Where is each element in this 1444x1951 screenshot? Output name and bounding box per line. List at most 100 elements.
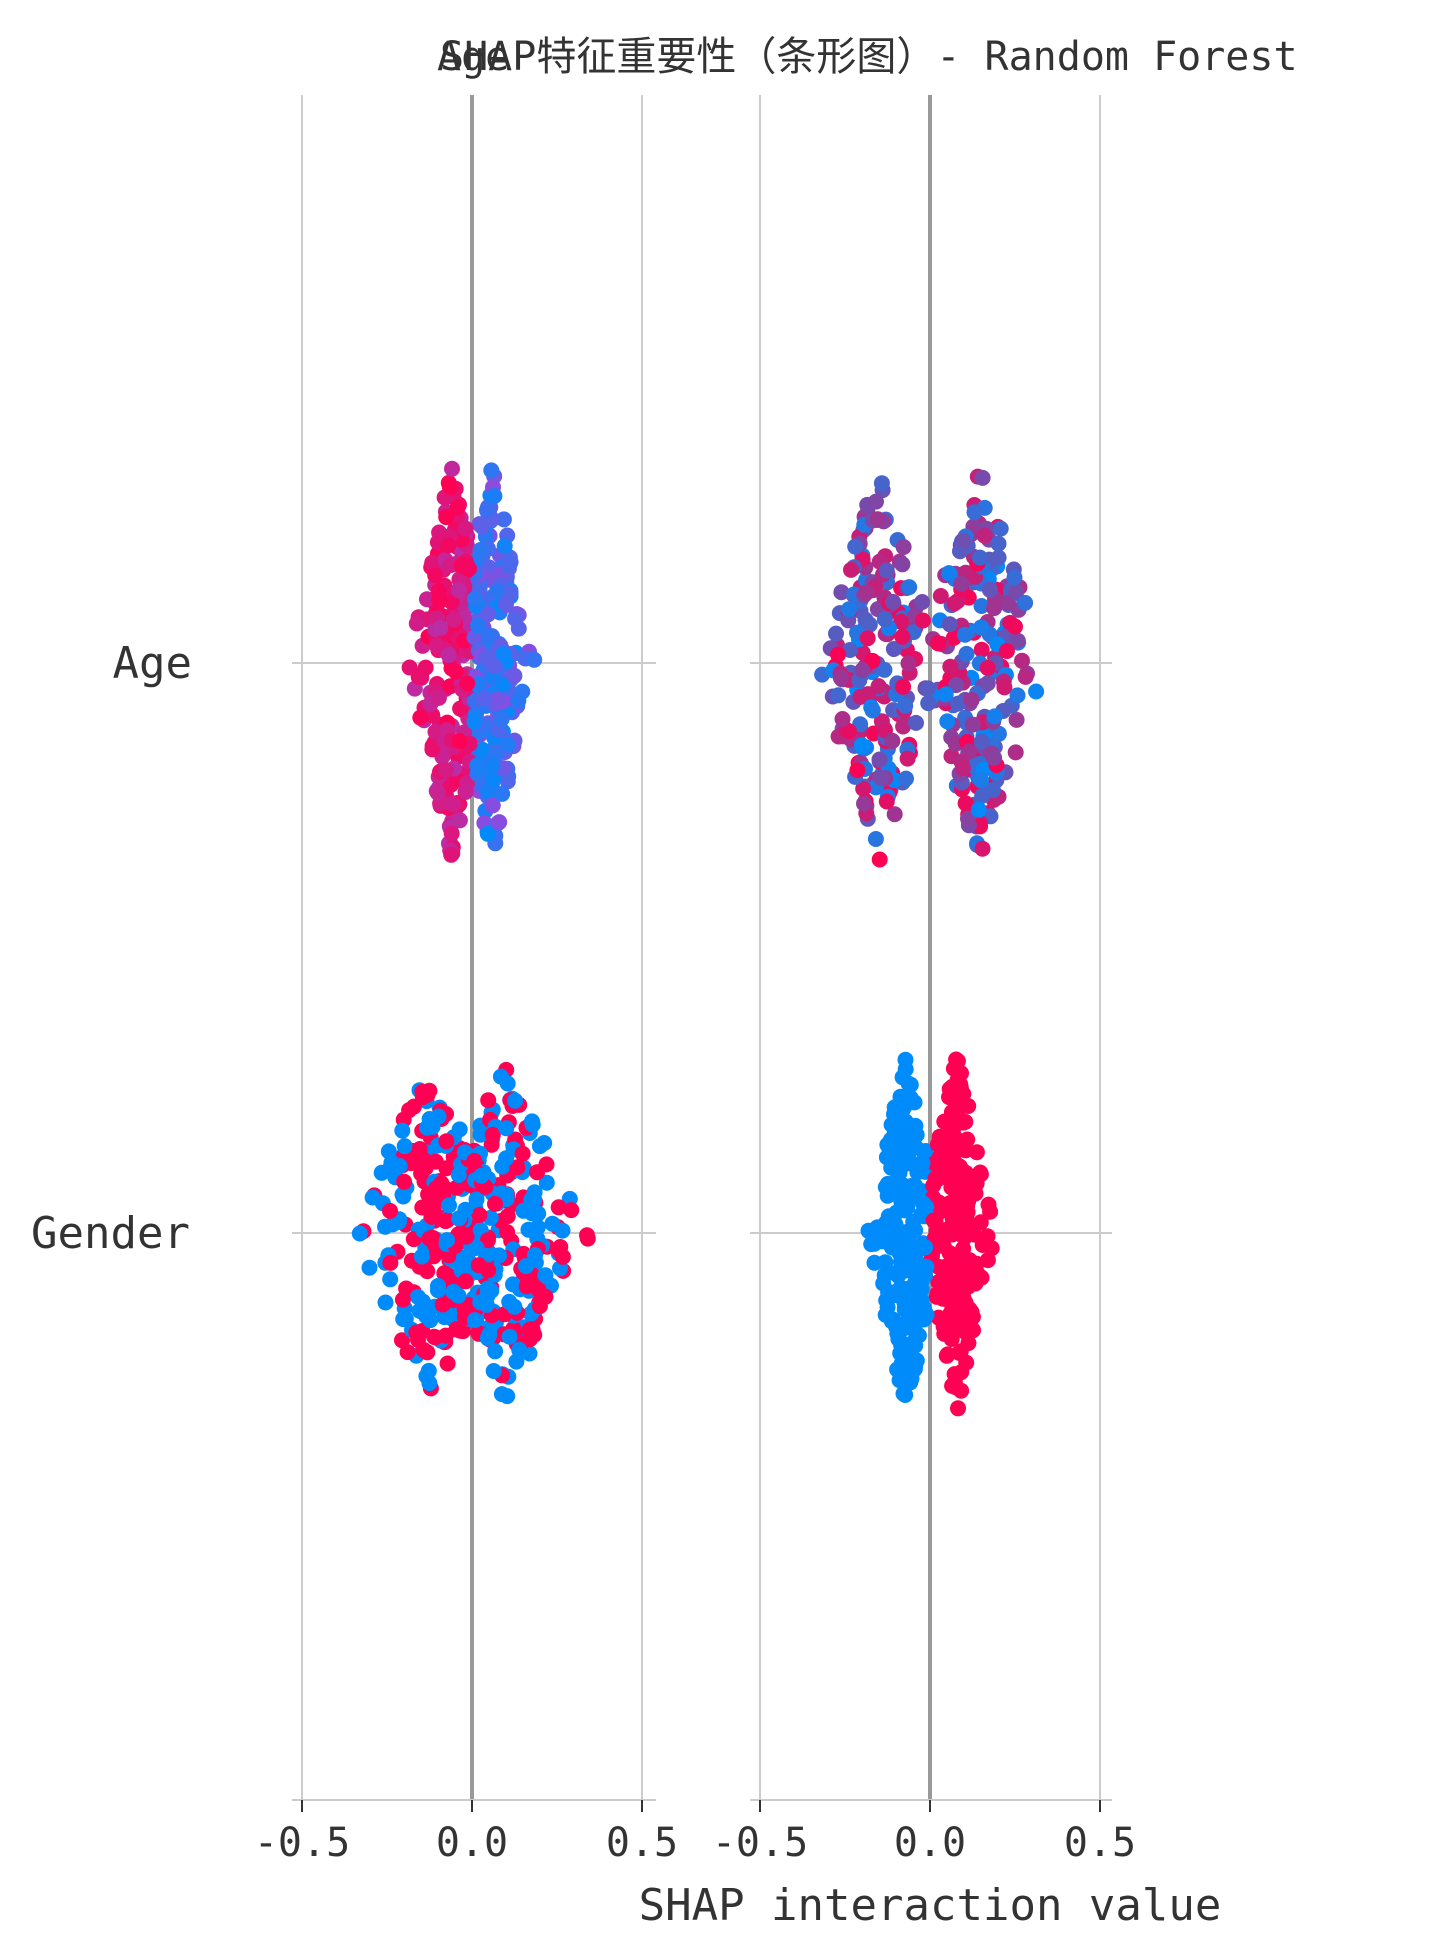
shap-point-p0-f0-354 — [427, 567, 444, 584]
shap-point-p1-f1-348 — [886, 1099, 903, 1116]
shap-point-p1-f1-402 — [918, 1198, 935, 1215]
shap-point-p1-f0-299 — [976, 527, 993, 544]
shap-point-p0-f1-373 — [484, 1126, 501, 1143]
shap-point-p0-f1-410 — [430, 1108, 447, 1125]
shap-point-p1-f1-362 — [889, 1361, 906, 1378]
shap-point-p1-f0-353 — [979, 660, 996, 676]
shap-point-p0-f0-302 — [442, 557, 459, 574]
shap-point-p0-f1-353 — [529, 1164, 546, 1181]
shap-point-p0-f1-296 — [382, 1254, 399, 1271]
shap-point-p1-f1-391 — [958, 1165, 975, 1182]
shap-point-p0-f1-343 — [487, 1343, 504, 1360]
shap-point-p1-f1-409 — [969, 1265, 986, 1282]
shap-point-p0-f1-417 — [506, 1298, 523, 1315]
axes-layer: -0.5 0.0 0.5 -0.5 0.0 0.5 — [254, 1799, 1136, 1866]
shap-point-p1-f1-337 — [966, 1226, 983, 1243]
shap-point-p0-f1-418 — [441, 1197, 457, 1214]
shap-point-p1-f0-316 — [893, 613, 909, 630]
shap-point-p1-f0-399 — [1014, 652, 1030, 669]
shap-point-p1-f0-348 — [868, 493, 884, 510]
shap-point-p1-f0-239 — [974, 469, 991, 486]
shap-point-p1-f0-407 — [1006, 569, 1023, 586]
shap-point-p1-f1-389 — [930, 1286, 947, 1303]
shap-point-p1-f1-395 — [943, 1179, 960, 1196]
shap-point-p1-f0-370 — [897, 697, 914, 714]
shap-point-p0-f0-323 — [495, 645, 512, 662]
shap-point-p1-f1-278 — [914, 1154, 931, 1171]
shap-point-p0-f1-301 — [501, 1328, 518, 1345]
shap-point-p0-f0-416 — [437, 762, 454, 779]
shap-point-p0-f1-360 — [419, 1086, 436, 1103]
shap-point-p1-f0-350 — [870, 678, 887, 695]
shap-point-p1-f1-418 — [898, 1234, 915, 1251]
shap-point-p1-f1-248 — [890, 1267, 907, 1284]
shap-point-p1-f0-336 — [920, 695, 937, 712]
shap-point-p0-f1-273 — [498, 1186, 515, 1203]
shap-point-p0-f0-295 — [483, 462, 500, 479]
shap-point-p1-f1-341 — [947, 1130, 964, 1147]
shap-point-p0-f1-357 — [472, 1126, 489, 1143]
shap-point-p0-f0-367 — [486, 488, 503, 504]
shap-point-p0-f0-385 — [493, 711, 510, 728]
shap-point-p0-f1-413 — [466, 1153, 483, 1169]
shap-point-p0-f1-370 — [395, 1311, 412, 1328]
shap-point-p0-f1-305 — [493, 1386, 510, 1403]
shap-point-p0-f0-170 — [444, 796, 461, 813]
shap-point-p0-f1-239 — [499, 1224, 516, 1241]
shap-point-p1-f0-161 — [990, 535, 1007, 552]
shap-point-p0-f1-342 — [361, 1259, 378, 1276]
shap-point-p1-f0-337 — [932, 588, 949, 604]
shap-point-p1-f0-344 — [884, 733, 901, 749]
shap-point-p1-f1-416 — [917, 1239, 934, 1256]
shap-point-p0-f1-372 — [451, 1121, 468, 1138]
shap-point-p0-f1-197 — [480, 1092, 497, 1109]
shap-point-p1-f1-371 — [955, 1252, 972, 1269]
shap-point-p0-f1-399 — [520, 1221, 537, 1238]
shap-point-p1-f0-8 — [833, 584, 850, 601]
shap-point-p0-f0-376 — [441, 478, 458, 495]
shap-point-p1-f1-357 — [972, 1214, 989, 1231]
shap-point-p0-f1-295 — [509, 1159, 526, 1176]
shap-point-p1-f0-90 — [867, 831, 884, 847]
shap-point-p1-f0-84 — [861, 616, 878, 633]
shap-point-p1-f0-395 — [979, 675, 996, 692]
shap-point-p1-f0-279 — [974, 840, 991, 857]
shap-point-p1-f0-386 — [871, 751, 888, 768]
shap-point-p0-f1-416 — [438, 1133, 455, 1150]
shap-point-p1-f0-371 — [971, 549, 988, 566]
shap-point-p1-f1-276 — [879, 1136, 896, 1153]
shap-point-p0-f1-331 — [554, 1222, 571, 1239]
shap-point-p1-f0-352 — [871, 851, 888, 868]
shap-point-p0-f0-419 — [491, 814, 508, 831]
shap-point-p1-f0-319 — [960, 810, 976, 827]
shap-point-p1-f1-399 — [968, 1175, 985, 1192]
shap-point-p0-f1-86 — [439, 1355, 456, 1372]
shap-point-p1-f0-322 — [872, 769, 889, 786]
shap-point-p1-f1-356 — [883, 1116, 900, 1133]
shap-point-p0-f1-406 — [451, 1210, 468, 1227]
shap-point-p0-f1-371 — [471, 1207, 488, 1223]
shap-point-p1-f1-413 — [953, 1382, 970, 1399]
shap-point-p1-f0-397 — [930, 635, 947, 652]
shap-point-p1-f0-317 — [937, 686, 954, 703]
shap-point-p0-f0-251 — [499, 773, 516, 790]
shap-point-p1-f1-411 — [941, 1089, 957, 1106]
x-tick-label-0-2: 0.5 — [606, 1820, 678, 1866]
shap-point-p0-f1-253 — [485, 1363, 502, 1379]
shap-point-p1-f1-404 — [896, 1182, 913, 1199]
shap-point-p0-f0-393 — [484, 797, 501, 814]
shap-point-p1-f1-319 — [934, 1144, 951, 1161]
shap-point-p1-f0-229 — [1007, 744, 1024, 761]
shap-point-p0-f1-244 — [419, 1263, 436, 1280]
shap-point-p1-f0-296 — [842, 642, 858, 658]
shap-point-p1-f1-390 — [893, 1337, 910, 1354]
shap-point-p1-f0-372 — [830, 687, 847, 704]
shap-point-p1-f0-405 — [998, 643, 1015, 659]
shap-point-p1-f0-403 — [970, 801, 987, 818]
shap-point-p0-f0-290 — [444, 460, 460, 477]
shap-point-p0-f0-407 — [480, 606, 496, 623]
shap-point-p0-f1-205 — [505, 1276, 521, 1293]
shap-point-p1-f0-408 — [901, 579, 918, 596]
shap-point-p0-f0-360 — [429, 784, 446, 801]
shap-point-p0-f1-225 — [579, 1227, 595, 1244]
